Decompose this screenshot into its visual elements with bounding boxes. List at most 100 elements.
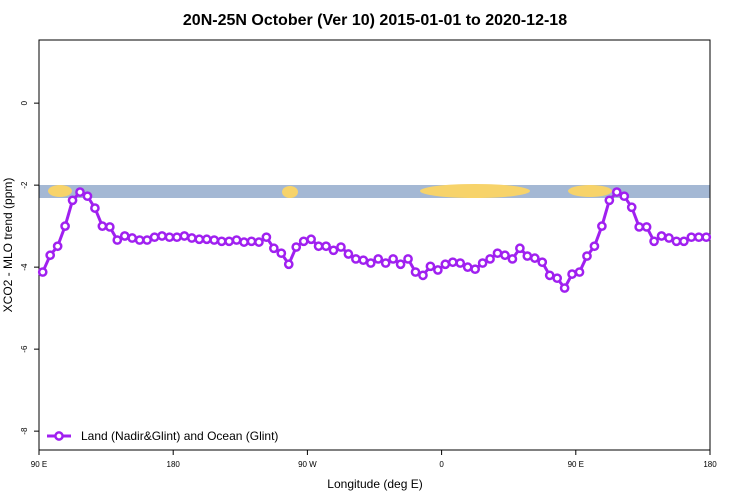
data-point [477,258,488,268]
data-point [104,222,115,232]
data-point [224,236,234,247]
x-axis-label: Longitude (deg E) [327,477,422,491]
y-tick-label: -8 [20,427,29,435]
data-point [641,222,652,232]
data-point [119,231,130,241]
data-point [634,222,645,232]
data-point [470,264,480,275]
map-land [48,185,72,197]
data-point [157,231,167,241]
data-point [574,267,585,277]
data-point [544,270,555,281]
data-point [418,270,428,281]
data-point [529,253,540,263]
y-tick-label: 0 [20,100,29,105]
data-point [328,245,339,256]
x-tick-label: 180 [167,460,181,469]
map-strip [39,184,710,198]
data-point [515,243,525,254]
data-point [60,221,70,231]
data-point [492,248,503,259]
legend-label: Land (Nadir&Glint) and Ocean (Glint) [81,429,278,443]
data-point [283,259,294,270]
data-point [552,273,563,284]
data-point [604,195,615,206]
data-point [45,250,56,261]
data-point [649,236,659,247]
data-point [142,235,152,245]
data-point [306,234,316,245]
y-tick-label: -6 [20,345,29,353]
data-point [231,235,242,245]
legend-marker [54,431,64,441]
data-point [82,191,93,202]
data-point [298,236,309,247]
data-point [246,236,257,247]
map-land [282,186,298,198]
data-point [679,236,689,247]
x-tick-label: 180 [703,460,717,469]
data-point [313,241,324,252]
data-point [388,254,398,264]
map-land [420,184,530,198]
data-point [537,257,548,268]
data-point [365,258,376,268]
data-point [611,187,622,197]
data-point [507,254,518,264]
data-point [619,191,630,202]
data-point [186,233,197,243]
data-point [582,251,592,261]
data-point [559,283,570,293]
data-point [410,267,421,277]
data-point [693,232,704,243]
data-point [455,258,466,268]
data-point [269,243,279,254]
data-point [462,262,473,272]
data-point [671,236,682,247]
y-axis-label: XCO2 - MLO trend (ppm) [1,178,15,313]
data-point [425,261,436,272]
data-point [112,235,123,245]
data-point [433,265,443,275]
data-point [37,267,48,277]
data-point [52,241,63,252]
data-point [239,237,249,247]
data-point [261,232,272,243]
data-point [373,254,384,264]
data-point [321,241,331,252]
data-point [395,259,406,270]
data-point [127,233,138,243]
data-point [179,231,190,241]
data-point [440,259,451,270]
map-ocean [39,185,710,198]
data-point [358,255,369,266]
data-point [209,235,220,245]
data-point [447,257,458,268]
data-point [656,231,667,241]
data-point [522,251,533,261]
data-point [254,237,264,247]
data-point [216,236,227,247]
data-point [97,221,108,231]
data-point [164,232,175,243]
data-point [701,232,712,243]
x-tick-label: 90 W [298,460,317,469]
data-point [500,250,510,261]
data-point [597,221,607,231]
data-point [626,202,637,213]
y-tick-label: -2 [20,181,29,189]
x-tick-label: 90 E [568,460,584,469]
data-point [291,242,302,252]
data-point [343,249,354,259]
plot-frame [38,39,711,451]
data-point [194,234,205,245]
data-point [134,235,145,245]
data-point [589,241,600,252]
data-point [276,248,287,259]
x-tick-label: 90 E [31,460,47,469]
data-point [201,234,212,245]
data-point [67,195,78,206]
map-land [568,185,612,197]
data-point [172,232,182,243]
